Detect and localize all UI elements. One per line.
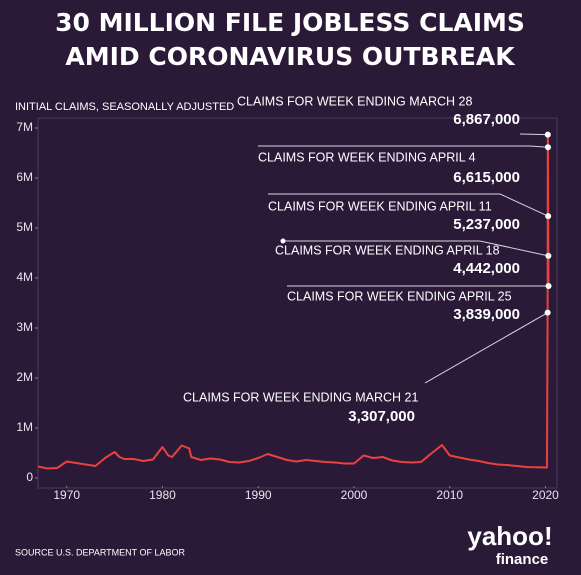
- y-tick-label: 7M: [16, 120, 33, 134]
- leader-line: [283, 240, 549, 257]
- y-tick-label: 1M: [16, 420, 33, 434]
- annotation: CLAIMS FOR WEEK ENDING MARCH 28: [237, 94, 472, 108]
- value-label: 6,615,000: [453, 169, 520, 186]
- value-label: 4,442,000: [453, 260, 520, 277]
- y-tick-label: 2M: [16, 370, 33, 384]
- y-tick-label: 6M: [16, 170, 33, 184]
- plot-frame: [37, 117, 558, 489]
- y-tick-label: 5M: [16, 220, 33, 234]
- logo: yahoo!: [467, 521, 552, 551]
- y-tick-label: 3M: [16, 320, 33, 334]
- leader-dot: [280, 238, 286, 244]
- y-tick-label: 0: [26, 470, 33, 484]
- annotation: CLAIMS FOR WEEK ENDING APRIL 18: [275, 243, 500, 257]
- y-tick-label: 4M: [16, 270, 33, 284]
- value-label: 6,867,000: [453, 111, 520, 128]
- x-tick-label: 1980: [149, 488, 176, 502]
- x-tick-label: 2010: [436, 488, 463, 502]
- annotation: CLAIMS FOR WEEK ENDING MARCH 21: [183, 390, 418, 404]
- point: [544, 144, 551, 151]
- line: [37, 133, 550, 470]
- chart-subtitle: AMID CORONAVIRUS OUTBREAK: [65, 42, 516, 71]
- leader-line: [258, 145, 549, 148]
- y-axis-label: INITIAL CLAIMS, SEASONALLY ADJUSTED: [15, 101, 234, 113]
- annotation: CLAIMS FOR WEEK ENDING APRIL 11: [268, 199, 492, 213]
- value-label: 3,307,000: [348, 408, 415, 425]
- point: [545, 283, 552, 290]
- x-tick-label: 1990: [245, 488, 272, 502]
- leader-line: [424, 312, 548, 384]
- x-tick-label: 1970: [53, 488, 80, 502]
- leader-line: [519, 133, 548, 136]
- x-tick-label: 2000: [341, 488, 368, 502]
- annotation: CLAIMS FOR WEEK ENDING APRIL 25: [287, 289, 512, 303]
- x-tick-label: 2020: [532, 488, 559, 502]
- annotation: CLAIMS FOR WEEK ENDING APRIL 4: [258, 150, 476, 164]
- point: [545, 252, 552, 259]
- logo-sub: finance: [496, 551, 549, 568]
- point: [545, 213, 552, 220]
- point: [544, 309, 551, 316]
- point: [544, 131, 551, 138]
- source: SOURCE U.S. DEPARTMENT OF LABOR: [15, 547, 186, 557]
- value-label: 3,839,000: [453, 306, 520, 323]
- chart-title: 30 MILLION FILE JOBLESS CLAIMS: [55, 8, 525, 37]
- value-label: 5,237,000: [453, 216, 520, 233]
- leader-line: [268, 193, 549, 217]
